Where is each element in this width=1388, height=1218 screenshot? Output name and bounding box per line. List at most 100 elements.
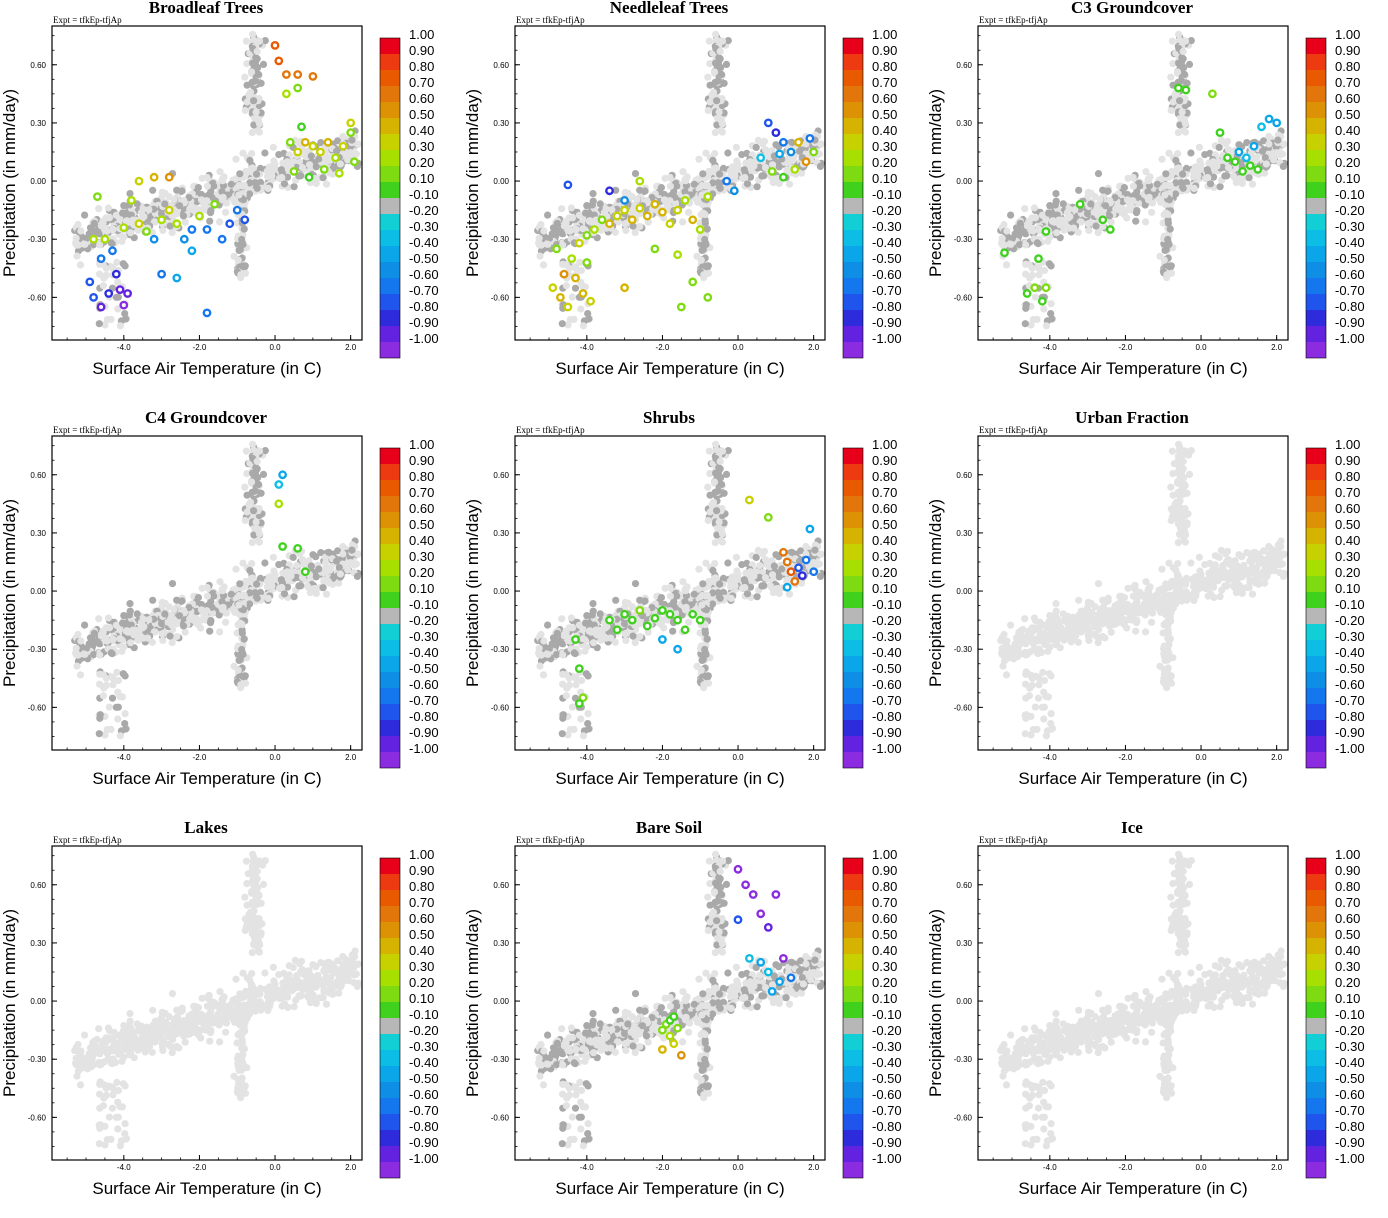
background-point	[241, 484, 248, 491]
colorbar-swatch	[1306, 278, 1326, 294]
background-point	[239, 241, 246, 248]
background-point	[569, 294, 576, 301]
colorbar-label: 0.80	[409, 59, 434, 74]
background-point	[176, 612, 183, 619]
colorbar-label: -0.20	[872, 203, 902, 218]
data-point	[219, 236, 225, 242]
background-point	[712, 31, 719, 38]
background-point	[585, 710, 592, 717]
background-point	[271, 571, 278, 578]
background-point	[558, 640, 565, 647]
data-point	[227, 221, 233, 227]
background-point	[707, 508, 714, 515]
data-point	[321, 166, 327, 172]
background-point	[308, 562, 315, 569]
background-point	[1225, 164, 1232, 171]
background-point	[559, 651, 566, 658]
data-point	[1247, 162, 1253, 168]
background-point	[583, 202, 590, 209]
colorbar-swatch	[1306, 38, 1326, 54]
background-point	[581, 648, 588, 655]
background-point	[323, 181, 330, 188]
background-point	[145, 206, 152, 213]
background-point	[1165, 263, 1172, 270]
background-point	[1032, 294, 1039, 301]
background-point	[113, 622, 120, 629]
background-point	[125, 629, 132, 636]
data-point	[325, 139, 331, 145]
data-point	[1243, 155, 1249, 161]
background-point	[679, 168, 686, 175]
background-point	[717, 458, 724, 465]
colorbar-swatch	[843, 214, 863, 230]
colorbar-label: 0.50	[409, 517, 434, 532]
colorbar-label: -1.00	[409, 331, 439, 346]
background-point	[239, 182, 246, 189]
colorbar-label: -0.90	[1335, 315, 1365, 330]
data-point	[151, 236, 157, 242]
colorbar-swatch	[380, 608, 400, 624]
background-point	[1040, 305, 1047, 312]
background-point	[603, 635, 610, 642]
background-point	[706, 448, 713, 455]
data-point	[565, 304, 571, 310]
background-point	[118, 238, 125, 245]
data-point	[769, 168, 775, 174]
background-point	[705, 107, 712, 114]
colorbar-swatch	[843, 70, 863, 86]
data-point	[659, 209, 665, 215]
colorbar-swatch	[843, 448, 863, 464]
background-point	[127, 639, 134, 646]
background-point	[753, 554, 760, 561]
data-point	[784, 584, 790, 590]
background-point	[1148, 209, 1155, 216]
colorbar-swatch	[843, 118, 863, 134]
background-point	[715, 487, 722, 494]
background-point	[239, 263, 246, 270]
background-point	[122, 262, 129, 269]
background-point	[207, 619, 214, 626]
background-point	[1280, 141, 1287, 148]
data-point	[117, 286, 123, 292]
data-point	[158, 217, 164, 223]
background-point	[139, 624, 146, 631]
data-point	[652, 201, 658, 207]
background-point	[114, 715, 121, 722]
background-point	[817, 551, 824, 558]
colorbar-swatch	[843, 480, 863, 496]
background-point	[706, 38, 713, 45]
colorbar-swatch	[380, 214, 400, 230]
data-point	[283, 91, 289, 97]
data-point	[348, 120, 354, 126]
background-point	[1154, 181, 1161, 188]
data-point	[784, 559, 790, 565]
background-point	[1095, 229, 1102, 236]
background-point	[206, 628, 213, 635]
background-point	[702, 592, 709, 599]
data-point	[621, 207, 627, 213]
background-point	[216, 218, 223, 225]
colorbar-label: -0.90	[409, 315, 439, 330]
background-point	[261, 149, 268, 156]
data-point	[276, 501, 282, 507]
background-point	[348, 547, 355, 554]
data-point	[166, 174, 172, 180]
data-point	[310, 143, 316, 149]
background-point	[702, 560, 709, 567]
data-point	[572, 636, 578, 642]
background-point	[715, 77, 722, 84]
background-point	[1225, 146, 1232, 153]
colorbar-swatch	[380, 640, 400, 656]
background-point	[243, 448, 250, 455]
background-point	[540, 227, 547, 234]
data-point	[295, 85, 301, 91]
background-point	[158, 620, 165, 627]
background-point	[81, 212, 88, 219]
x-tick-label: -2.0	[193, 343, 207, 352]
background-point	[204, 174, 211, 181]
data-point	[584, 259, 590, 265]
background-point	[798, 170, 805, 177]
colorbar-swatch	[380, 70, 400, 86]
